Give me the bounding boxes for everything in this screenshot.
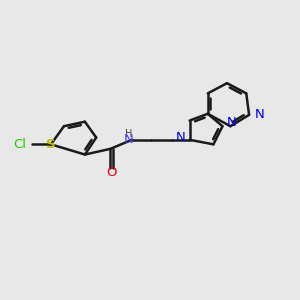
Text: H: H	[125, 129, 133, 139]
Text: S: S	[46, 138, 56, 151]
Text: N: N	[124, 133, 134, 146]
Text: N: N	[176, 131, 185, 144]
Text: N: N	[255, 108, 265, 122]
Text: O: O	[106, 166, 117, 179]
Text: N: N	[227, 116, 237, 129]
Text: Cl: Cl	[14, 138, 27, 151]
